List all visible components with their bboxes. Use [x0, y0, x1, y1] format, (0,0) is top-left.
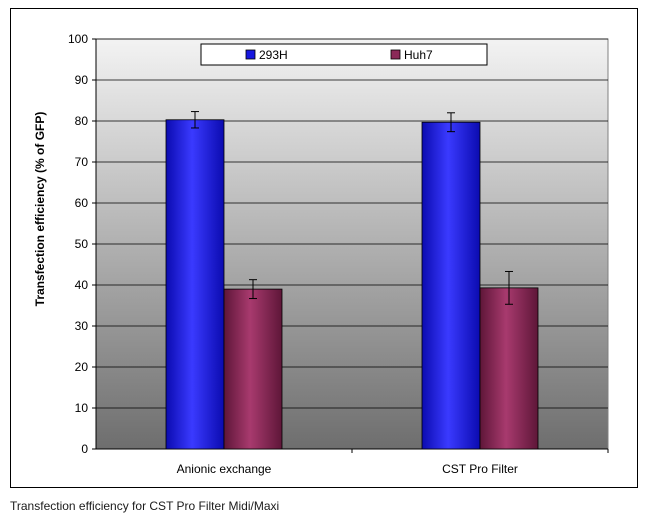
- x-tick-label: CST Pro Filter: [442, 462, 518, 476]
- bar-huh7-0: [223, 288, 283, 450]
- y-tick-label: 0: [81, 442, 88, 456]
- figure-caption: Transfection efficiency for CST Pro Filt…: [10, 499, 280, 513]
- y-tick-label: 100: [68, 32, 88, 46]
- y-tick-label: 50: [75, 237, 89, 251]
- y-tick-label: 80: [75, 114, 89, 128]
- bar-huh7-1: [479, 287, 539, 450]
- bar-293h-0: [165, 119, 225, 450]
- y-tick-label: 40: [75, 278, 89, 292]
- legend-label-huh7: Huh7: [404, 48, 433, 62]
- legend-label-293h: 293H: [259, 48, 288, 62]
- legend-swatch-293h: [245, 49, 256, 60]
- x-tick-label: Anionic exchange: [177, 462, 272, 476]
- y-axis-label: Transfection efficiency (% of GFP): [33, 112, 47, 307]
- legend-swatch-huh7: [390, 49, 401, 60]
- y-tick-label: 60: [75, 196, 89, 210]
- y-tick-label: 20: [75, 360, 89, 374]
- bar-chart: 0 10 20 30 40 50 60 70 80 90 100 Anionic exchange CS…: [33, 32, 609, 476]
- y-tick-label: 30: [75, 319, 89, 333]
- chart-frame: 0 10 20 30 40 50 60 70 80 90 100 Anionic exchange CS…: [10, 8, 638, 488]
- y-tick-label: 70: [75, 155, 89, 169]
- y-tick-label: 10: [75, 401, 89, 415]
- legend: [200, 43, 488, 66]
- bar-293h-1: [421, 121, 481, 450]
- y-tick-label: 90: [75, 73, 89, 87]
